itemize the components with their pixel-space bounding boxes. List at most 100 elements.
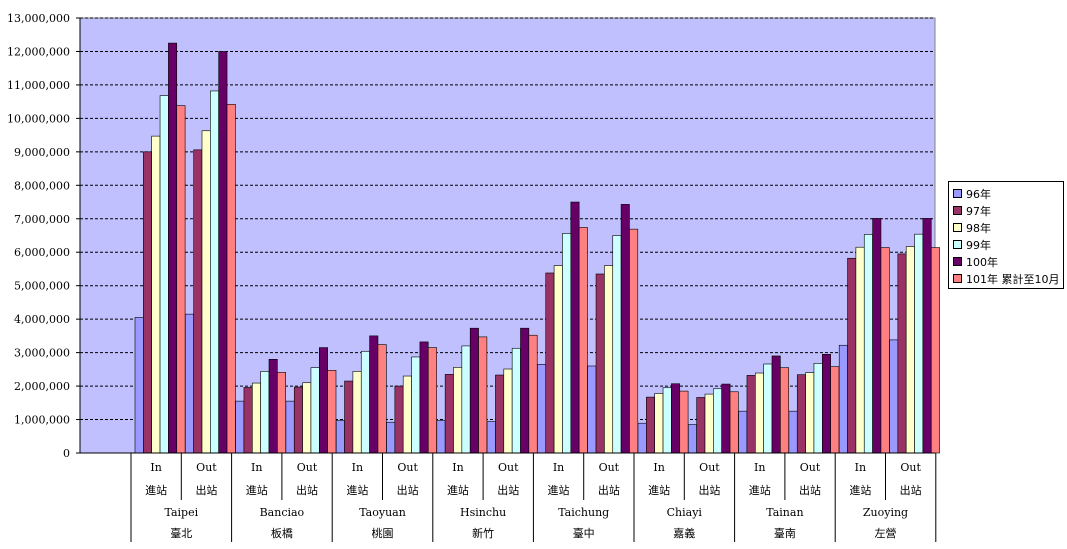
bar [805,372,815,454]
station-label-zh: 嘉義 [673,526,695,540]
y-tick-label: 2,000,000 [14,380,70,393]
legend-item: 97年 [953,202,1059,219]
bar [763,363,773,454]
y-tick-label: 7,000,000 [14,213,70,226]
legend-swatch [953,223,962,232]
direction-label-zh: 進站 [145,483,167,497]
bar [218,51,228,454]
bar [872,218,882,454]
direction-label-en: Out [800,461,821,474]
y-tick-label: 1,000,000 [14,414,70,427]
bar [444,374,454,454]
bar [210,90,220,454]
bar [545,272,555,454]
bar [578,227,588,454]
direction-label-en: In [653,461,664,474]
legend-swatch [953,206,962,215]
direction-label-zh: 出站 [195,483,217,497]
bar [310,367,320,454]
station-label-en: Tainan [766,506,803,519]
bar [838,344,848,454]
bar [185,313,194,454]
bar [604,265,614,454]
bar [495,374,505,454]
direction-label-en: Out [699,461,720,474]
direction-label-en: In [553,461,564,474]
station-label-zh: 臺中 [573,526,595,540]
bar [780,367,789,454]
direction-label-en: In [452,461,463,474]
bar [419,341,429,454]
direction-label-zh: 進站 [346,483,368,497]
bar [746,375,756,454]
legend-item: 96年 [953,185,1059,202]
bar [360,350,370,454]
direction-label-en: In [150,461,161,474]
bar [335,420,345,454]
bar [671,383,681,454]
bar [880,247,890,454]
direction-label-en: In [855,461,866,474]
legend-item: 101年 累計至10月 [953,270,1060,287]
legend-label: 97年 [966,204,991,218]
legend-label: 101年 累計至10月 [966,272,1060,286]
direction-label-zh: 進站 [648,483,670,497]
direction-label-zh: 進站 [548,483,570,497]
station-label-zh: 板橋 [271,526,293,540]
bar [687,424,697,454]
bar [553,265,563,454]
bar [511,347,521,454]
bar [679,390,689,454]
legend-swatch [953,189,962,198]
y-tick-label: 9,000,000 [14,146,70,159]
legend: 96年 97年 98年 99年 100年 101年 累計至10月 [948,181,1064,289]
direction-label-en: Out [498,461,519,474]
bar [905,246,915,454]
direction-label-zh: 進站 [246,483,268,497]
station-label-zh: 臺南 [774,526,796,540]
bar [696,397,706,454]
bar [897,253,907,454]
bar [796,374,806,454]
direction-label-en: In [251,461,262,474]
bar [788,410,798,454]
bar [469,327,479,454]
bar [268,359,278,454]
bar [176,105,186,454]
bar [352,371,362,454]
bar [855,246,865,454]
y-tick-label: 5,000,000 [14,280,70,293]
bar [461,345,471,454]
bar [159,95,169,454]
legend-item: 100年 [953,253,1059,270]
bar [729,391,739,454]
bar [478,336,488,454]
bar [587,365,597,454]
legend-swatch [953,240,962,249]
bar [646,396,655,454]
direction-label-en: Out [900,461,921,474]
y-tick-label: 11,000,000 [7,79,70,92]
station-label-zh: 新竹 [472,526,494,540]
bar [369,335,379,454]
direction-label-en: Out [397,461,418,474]
bar [411,356,421,454]
bar [486,421,496,454]
bar [821,353,831,454]
y-tick-label: 4,000,000 [14,313,70,326]
bar [193,149,203,454]
bar [863,234,873,454]
bar [168,42,178,454]
direction-label-zh: 出站 [698,483,720,497]
bar [914,233,924,454]
bar [302,382,312,454]
bar [528,334,538,454]
direction-label-en: Out [297,461,318,474]
bar [830,366,840,454]
bar [386,421,396,454]
bar [402,375,412,454]
legend-label: 96年 [966,187,991,201]
bar [595,273,605,454]
direction-label-en: Out [196,461,217,474]
station-label-en: Zuoying [863,506,908,519]
